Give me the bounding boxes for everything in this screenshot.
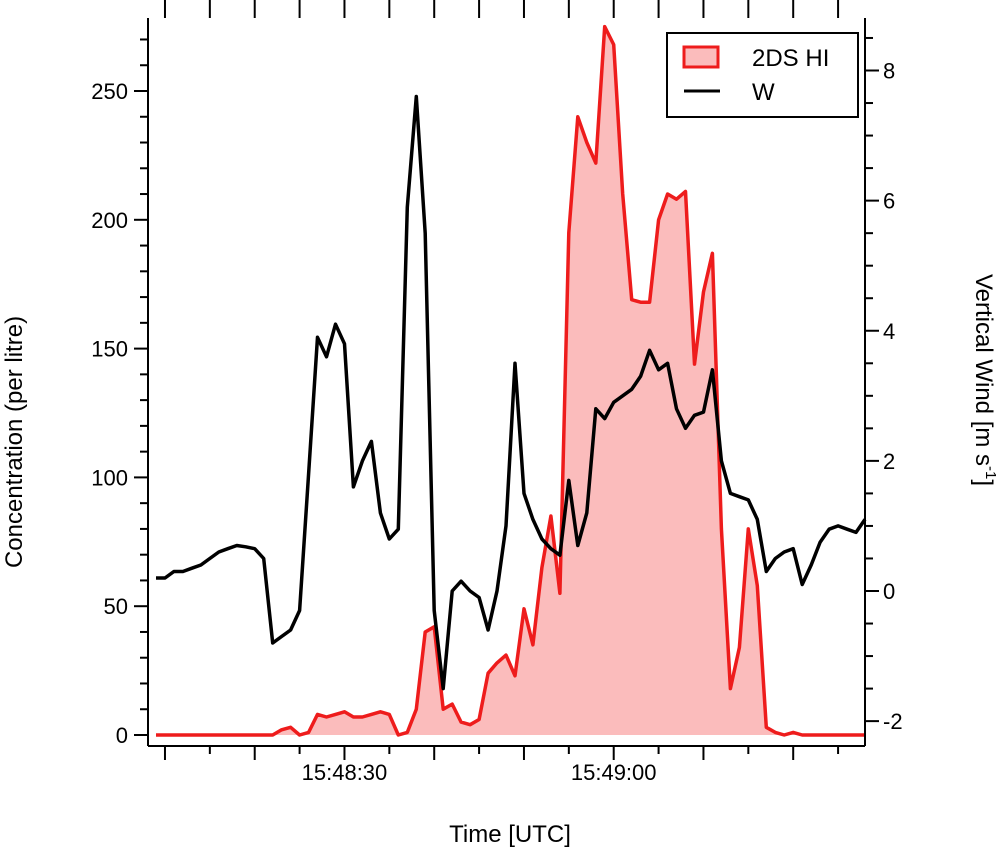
axes: 0 50 100 150 200 250 -2 0 2 4 6 8 15:48:30 15:49:00 [91,0,903,785]
legend-label-w: W [752,79,775,106]
right-y-axis-title-end: ] [970,479,997,486]
concentration-series-line [156,24,865,737]
vertical-wind-series-layer [156,94,867,691]
concentration-area-fill [156,26,865,736]
left-tick-label: 100 [91,465,128,490]
right-tick-label: 2 [883,449,895,474]
concentration-series-layer [156,24,865,737]
left-tick-label: 0 [116,723,128,748]
left-tick-label: 200 [91,208,128,233]
legend-label-2ds-hi: 2DS HI [752,45,829,72]
right-axis-ticks: -2 0 2 4 6 8 [865,36,903,734]
vertical-wind-series-line [156,94,867,691]
left-tick-label: 150 [91,337,128,362]
right-y-axis-title-main: Vertical Wind [m s [970,274,997,466]
right-tick-label: 4 [883,319,895,344]
bottom-axis-ticks: 15:48:30 15:49:00 [163,746,840,785]
right-y-axis-title: Vertical Wind [m s-1] [970,274,999,486]
bottom-tick-label: 15:49:00 [571,760,657,785]
legend-swatch-2ds-hi [682,45,720,69]
right-tick-label: 6 [883,189,895,214]
left-axis-ticks: 0 50 100 150 200 250 [91,38,148,748]
x-axis-title: Time [UTC] [449,821,571,848]
right-y-axis-title-superscript: -1 [982,466,999,479]
left-tick-label: 250 [91,79,128,104]
top-axis-ticks [163,0,840,18]
left-tick-label: 50 [104,594,128,619]
right-tick-label: 0 [883,579,895,604]
legend: 2DS HI W [666,32,859,118]
plot-area [156,24,867,737]
right-tick-label: 8 [883,59,895,84]
right-tick-label: -2 [883,709,903,734]
left-y-axis-title: Concentration (per litre) [1,316,28,568]
bottom-tick-label: 15:48:30 [302,760,388,785]
